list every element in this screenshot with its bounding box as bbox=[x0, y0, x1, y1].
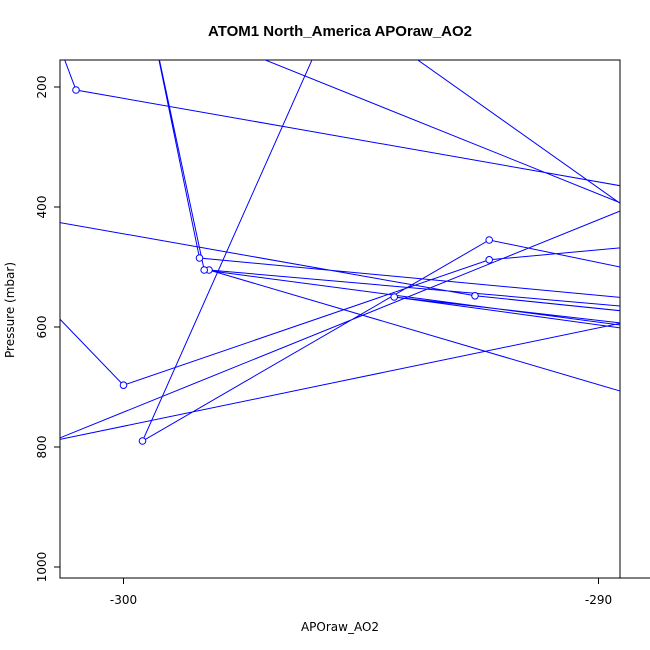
data-point bbox=[195, 254, 204, 262]
y-tick-label: 600 bbox=[35, 316, 49, 339]
data-point bbox=[119, 381, 128, 390]
data-point bbox=[471, 292, 479, 300]
data-point bbox=[390, 293, 399, 301]
data-point bbox=[72, 86, 80, 94]
x-tick-label: -300 bbox=[110, 593, 137, 607]
data-point bbox=[138, 437, 147, 445]
y-axis-label: Pressure (mbar) bbox=[3, 262, 17, 358]
y-tick-label: 200 bbox=[35, 76, 49, 99]
series-line bbox=[60, 60, 620, 443]
data-point bbox=[200, 266, 208, 274]
x-tick-label: -290 bbox=[585, 593, 612, 607]
y-tick-label: 1000 bbox=[35, 552, 49, 583]
y-tick-label: 400 bbox=[35, 196, 49, 219]
plot-frame bbox=[59, 59, 621, 579]
x-axis-label: APOraw_AO2 bbox=[301, 620, 379, 634]
data-point bbox=[49, 438, 56, 445]
y-tick-label: 800 bbox=[35, 436, 49, 459]
data-point bbox=[624, 205, 631, 212]
series-layer bbox=[49, 60, 631, 445]
y-axis: 200 400 600 800 1000 bbox=[35, 76, 61, 583]
data-point bbox=[485, 256, 494, 264]
data-point bbox=[485, 236, 494, 244]
x-axis: -300-290-280-270-260 bbox=[110, 577, 650, 607]
data-point bbox=[624, 184, 631, 191]
chart-title: ATOM1 North_America APOraw_AO2 bbox=[208, 23, 472, 40]
